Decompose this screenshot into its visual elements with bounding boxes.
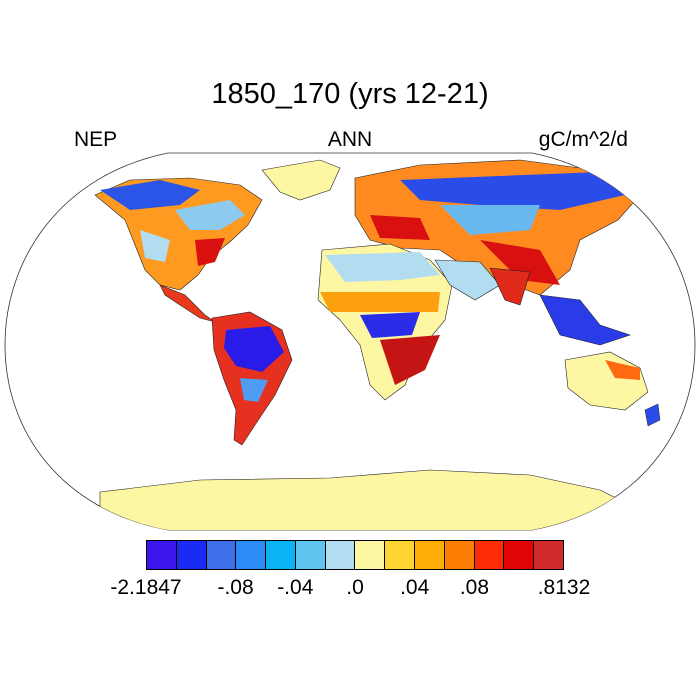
colorbar-cell bbox=[206, 541, 237, 569]
period-label: ANN bbox=[327, 128, 373, 151]
colorbar-tick-label: .04 bbox=[400, 576, 430, 599]
colorbar-tick-label: -.04 bbox=[277, 576, 314, 599]
colorbar-tick-label: -.08 bbox=[217, 576, 254, 599]
colorbar-cell bbox=[385, 541, 416, 569]
colorbar-cell bbox=[415, 541, 445, 569]
colorbar bbox=[146, 540, 564, 570]
colorbar-cell bbox=[474, 541, 505, 569]
colorbar-tick-label: -2.1847 bbox=[110, 576, 182, 599]
colorbar-cell bbox=[236, 541, 267, 569]
plot-title: 1850_170 (yrs 12-21) bbox=[211, 78, 489, 110]
colorbar-tick-label: .8132 bbox=[537, 576, 591, 599]
colorbar-cell bbox=[534, 541, 563, 569]
colorbar-cell bbox=[444, 541, 475, 569]
units-label: gC/m^2/d bbox=[538, 128, 628, 151]
colorbar-cell bbox=[147, 541, 177, 569]
colorbar-tick-label: .08 bbox=[459, 576, 490, 599]
colorbar-cell bbox=[266, 541, 296, 569]
colorbar-cell bbox=[176, 541, 207, 569]
central-america bbox=[159, 284, 216, 323]
southeast-asia bbox=[539, 294, 631, 346]
colorbar-cell bbox=[504, 541, 535, 569]
colorbar-cell bbox=[325, 541, 356, 569]
colorbar-cell bbox=[355, 541, 386, 569]
colorbar-cell bbox=[295, 541, 326, 569]
greenland bbox=[261, 159, 341, 201]
colorbar-tick-label: .0 bbox=[346, 576, 364, 599]
south-asia bbox=[434, 259, 501, 301]
variable-label: NEP bbox=[74, 128, 118, 151]
antarctica bbox=[99, 469, 641, 530]
